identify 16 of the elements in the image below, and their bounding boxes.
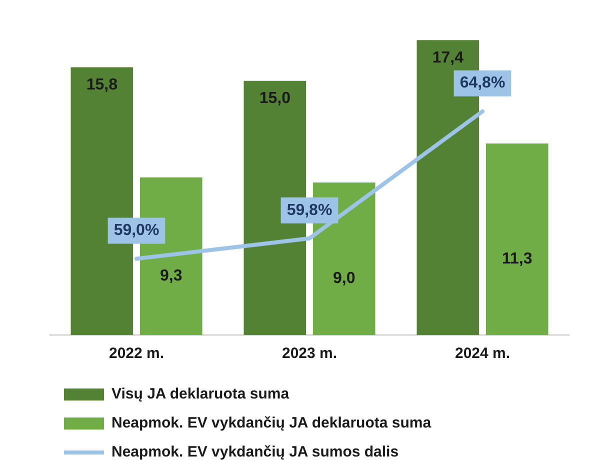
data-label: 15,0: [259, 90, 291, 108]
data-label: 9,3: [160, 268, 182, 285]
legend-label: Visų JA deklaruota suma: [112, 386, 290, 403]
data-label: 17,4: [432, 50, 464, 67]
legend-label: Neapmok. EV vykdančių JA deklaruota suma: [112, 414, 432, 432]
x-tick-label: 2024 m.: [454, 345, 510, 362]
data-label: 11,3: [502, 250, 532, 268]
data-label: 64,8%: [460, 74, 506, 92]
data-label: 59,0%: [114, 222, 160, 240]
legend-label: Neapmok. EV vykdančių JA sumos dalis: [112, 444, 399, 461]
data-label: 9,0: [332, 270, 356, 288]
data-label: 15,8: [86, 76, 118, 94]
bar: [486, 144, 548, 335]
x-tick-label: 2023 m.: [282, 345, 338, 362]
x-tick-label: 2022 m.: [108, 345, 164, 362]
data-label: 59,8%: [286, 202, 332, 219]
